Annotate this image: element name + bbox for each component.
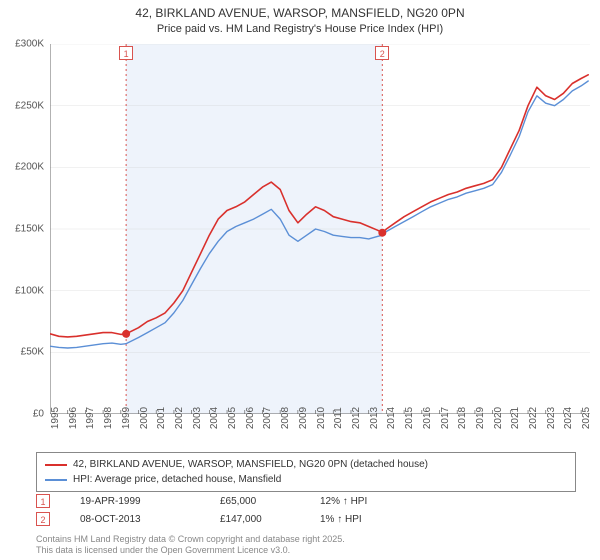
y-axis-label: £250K: [15, 100, 44, 111]
x-axis-label: 2025: [581, 407, 592, 429]
x-axis-label: 2001: [156, 407, 167, 429]
footer-line: Contains HM Land Registry data © Crown c…: [36, 534, 345, 545]
footer-attribution: Contains HM Land Registry data © Crown c…: [36, 534, 345, 556]
x-axis-label: 2011: [333, 407, 344, 429]
x-axis-label: 2009: [298, 407, 309, 429]
legend-label: 42, BIRKLAND AVENUE, WARSOP, MANSFIELD, …: [73, 457, 428, 472]
x-axis-label: 2012: [351, 407, 362, 429]
chart-svg: [50, 44, 590, 414]
sale-marker-icon: 2: [36, 512, 50, 526]
x-axis-label: 2017: [440, 407, 451, 429]
x-axis-label: 2005: [227, 407, 238, 429]
sale-marker-flag: 1: [119, 46, 133, 60]
y-axis-label: £100K: [15, 285, 44, 296]
x-axis-label: 2002: [174, 407, 185, 429]
x-axis-label: 1998: [103, 407, 114, 429]
chart-container: 42, BIRKLAND AVENUE, WARSOP, MANSFIELD, …: [0, 0, 600, 560]
x-axis-label: 2013: [369, 407, 380, 429]
x-axis-label: 2015: [404, 407, 415, 429]
y-axis-label: £150K: [15, 224, 44, 235]
legend-swatch: [45, 464, 67, 466]
sale-delta: 1% ↑ HPI: [320, 514, 400, 525]
sale-price: £147,000: [220, 514, 290, 525]
footer-line: This data is licensed under the Open Gov…: [36, 545, 345, 556]
x-axis-label: 2023: [546, 407, 557, 429]
x-axis-label: 1997: [85, 407, 96, 429]
x-axis-label: 2024: [563, 407, 574, 429]
sale-date: 08-OCT-2013: [80, 514, 190, 525]
sale-marker-icon: 1: [36, 494, 50, 508]
x-axis-label: 2008: [280, 407, 291, 429]
sale-marker-flag: 2: [375, 46, 389, 60]
y-axis-label: £50K: [21, 347, 44, 358]
x-axis-label: 1999: [121, 407, 132, 429]
x-axis-label: 2022: [528, 407, 539, 429]
sale-row: 1 19-APR-1999 £65,000 12% ↑ HPI: [36, 494, 400, 508]
sale-date: 19-APR-1999: [80, 496, 190, 507]
sale-delta: 12% ↑ HPI: [320, 496, 400, 507]
x-axis-label: 2004: [209, 407, 220, 429]
x-axis-label: 1996: [68, 407, 79, 429]
x-axis-label: 1995: [50, 407, 61, 429]
chart-title: 42, BIRKLAND AVENUE, WARSOP, MANSFIELD, …: [0, 0, 600, 22]
x-axis-label: 2006: [245, 407, 256, 429]
x-axis-label: 2003: [192, 407, 203, 429]
y-axis-label: £0: [33, 409, 44, 420]
legend-item: 42, BIRKLAND AVENUE, WARSOP, MANSFIELD, …: [45, 457, 567, 472]
x-axis-label: 2010: [316, 407, 327, 429]
legend-swatch: [45, 479, 67, 481]
x-axis-label: 2021: [510, 407, 521, 429]
x-axis-label: 2018: [457, 407, 468, 429]
y-axis-label: £300K: [15, 39, 44, 50]
x-axis-label: 2020: [493, 407, 504, 429]
x-axis-label: 2014: [386, 407, 397, 429]
chart-subtitle: Price paid vs. HM Land Registry's House …: [0, 22, 600, 40]
legend-item: HPI: Average price, detached house, Mans…: [45, 472, 567, 487]
x-axis-label: 2016: [422, 407, 433, 429]
legend-label: HPI: Average price, detached house, Mans…: [73, 472, 281, 487]
x-axis-label: 2019: [475, 407, 486, 429]
sale-price: £65,000: [220, 496, 290, 507]
y-axis-label: £200K: [15, 162, 44, 173]
legend-box: 42, BIRKLAND AVENUE, WARSOP, MANSFIELD, …: [36, 452, 576, 492]
sales-table: 1 19-APR-1999 £65,000 12% ↑ HPI 2 08-OCT…: [36, 494, 400, 530]
x-axis-label: 2007: [262, 407, 273, 429]
sale-row: 2 08-OCT-2013 £147,000 1% ↑ HPI: [36, 512, 400, 526]
chart-plot-area: £0£50K£100K£150K£200K£250K£300K199519961…: [50, 44, 590, 414]
x-axis-label: 2000: [139, 407, 150, 429]
